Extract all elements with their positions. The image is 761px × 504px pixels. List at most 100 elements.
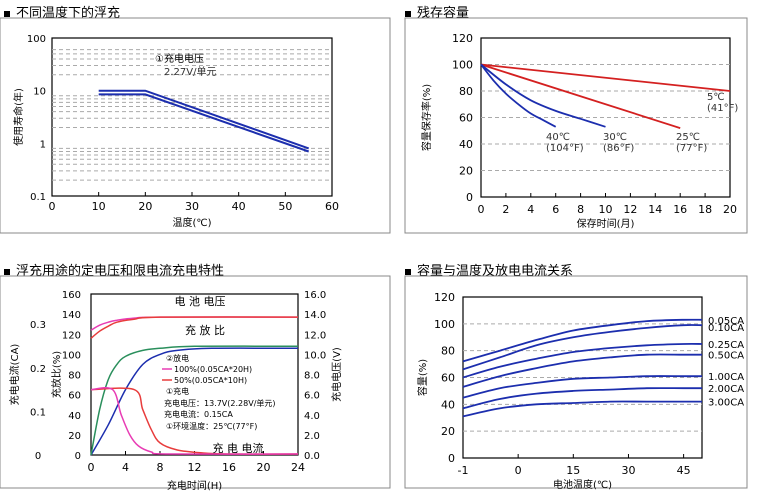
bullet-square-icon bbox=[405, 268, 411, 275]
y-ratio-tick-label: 80 bbox=[68, 371, 81, 382]
series-line bbox=[98, 89, 310, 150]
y-tick-label: 80 bbox=[441, 345, 455, 358]
series-line bbox=[462, 324, 703, 371]
x-tick-label: 16 bbox=[222, 461, 236, 474]
x-tick-label: 16 bbox=[673, 203, 687, 216]
x-tick-label: 2 bbox=[502, 203, 509, 216]
y-ratio-tick-label: 120 bbox=[62, 330, 81, 341]
legend-charge: ①充电 bbox=[166, 386, 189, 396]
y-tick-label: 0 bbox=[448, 452, 455, 465]
y-axis-label-ratio: 充放比(%) bbox=[50, 351, 63, 398]
series-label: (41°F) bbox=[707, 103, 738, 114]
series-label: 0.50CA bbox=[708, 351, 744, 362]
label-ratio: 充 放 比 bbox=[185, 323, 225, 337]
y-axis-label-voltage: 充电电压(V) bbox=[330, 347, 343, 402]
legend-item: 50%(0.05CA*10H) bbox=[174, 376, 247, 385]
y-tick-label: 1 bbox=[40, 139, 46, 150]
x-tick-label: 4 bbox=[122, 461, 129, 474]
x-tick-label: 0 bbox=[88, 461, 95, 474]
series-label: 0.25CA bbox=[708, 340, 744, 351]
legend-discharge: ②放电 bbox=[166, 353, 189, 363]
panel-title-capacity: 容量与温度及放电电流关系 bbox=[405, 260, 573, 279]
x-tick-label: 20 bbox=[723, 203, 737, 216]
series-line bbox=[90, 316, 299, 339]
y-tick-label: 0.1 bbox=[30, 192, 46, 203]
y-voltage-tick-label: 12.0 bbox=[304, 330, 326, 341]
x-axis-label: 电池温度(℃) bbox=[553, 478, 612, 491]
y-voltage-tick-label: 16.0 bbox=[304, 290, 326, 301]
series-label: (77°F) bbox=[676, 143, 707, 154]
x-tick-label: 4 bbox=[527, 203, 534, 216]
series-line bbox=[480, 63, 606, 128]
x-tick-label: -1 bbox=[458, 464, 469, 477]
panel-title-float: 不同温度下的浮充 bbox=[4, 2, 120, 21]
y-tick-label: 120 bbox=[452, 32, 473, 45]
x-tick-label: 40 bbox=[232, 200, 246, 213]
label-voltage: 电 池 电压 bbox=[175, 295, 226, 308]
y-tick-label: 80 bbox=[459, 85, 473, 98]
x-axis-label: 保存时间(月) bbox=[577, 217, 635, 230]
y-tick-label: 40 bbox=[441, 398, 455, 411]
panel-frame-charge bbox=[0, 275, 391, 489]
series-line bbox=[462, 318, 703, 363]
x-tick-label: 10 bbox=[92, 200, 106, 213]
x-tick-label: 45 bbox=[677, 464, 691, 477]
x-tick-label: 0 bbox=[515, 464, 522, 477]
series-line bbox=[480, 63, 681, 129]
label-current: 充 电 电流 bbox=[213, 441, 264, 455]
series-label: 3.00CA bbox=[708, 398, 744, 409]
y-voltage-tick-label: 0.0 bbox=[304, 451, 320, 462]
x-tick-label: 10 bbox=[599, 203, 613, 216]
panel-title-charge: 浮充用途的定电压和限电流充电特性 bbox=[4, 260, 224, 279]
x-axis-label: 温度(℃) bbox=[172, 216, 211, 229]
x-tick-label: 0 bbox=[49, 200, 56, 213]
y-current-tick-label: 0.3 bbox=[30, 320, 46, 331]
y-current-tick-label: 0.1 bbox=[30, 407, 46, 418]
x-tick-label: 60 bbox=[325, 200, 339, 213]
x-tick-label: 50 bbox=[278, 200, 292, 213]
y-ratio-tick-label: 40 bbox=[68, 411, 81, 422]
x-tick-label: 24 bbox=[291, 461, 305, 474]
y-ratio-tick-label: 160 bbox=[62, 290, 81, 301]
series-label: 25℃ bbox=[676, 132, 700, 143]
series-label: 0.10CA bbox=[708, 323, 744, 334]
x-tick-label: 0 bbox=[478, 203, 485, 216]
panel-frame-float bbox=[0, 17, 391, 234]
series-line bbox=[462, 342, 703, 379]
y-tick-label: 60 bbox=[441, 372, 455, 385]
x-tick-label: 15 bbox=[566, 464, 580, 477]
legend-item: 充电电压：13.7V(2.28V/单元) bbox=[164, 398, 276, 408]
bullet-square-icon bbox=[405, 10, 411, 17]
y-ratio-tick-label: 140 bbox=[62, 310, 81, 321]
x-tick-label: 6 bbox=[552, 203, 559, 216]
series-line bbox=[98, 93, 310, 153]
x-tick-label: 30 bbox=[621, 464, 635, 477]
annotation-voltage-value: 2.27V/单元 bbox=[164, 66, 216, 78]
bullet-square-icon bbox=[4, 10, 10, 17]
x-tick-label: 30 bbox=[185, 200, 199, 213]
bullet-square-icon bbox=[4, 268, 10, 275]
x-tick-label: 20 bbox=[257, 461, 271, 474]
annotation-voltage: ①充电电压 bbox=[155, 52, 204, 65]
y-voltage-tick-label: 4.0 bbox=[304, 411, 320, 422]
y-voltage-tick-label: 14.0 bbox=[304, 310, 326, 321]
series-label: 5℃ bbox=[707, 92, 725, 103]
y-ratio-tick-label: 20 bbox=[68, 431, 81, 442]
y-tick-label: 20 bbox=[459, 165, 473, 178]
x-tick-label: 20 bbox=[138, 200, 152, 213]
panel-title-retention: 残存容量 bbox=[405, 2, 469, 21]
y-tick-label: 100 bbox=[434, 318, 455, 331]
y-tick-label: 100 bbox=[27, 34, 46, 45]
y-tick-label: 10 bbox=[33, 87, 46, 98]
y-tick-label: 20 bbox=[441, 425, 455, 438]
series-line bbox=[480, 63, 557, 128]
series-line bbox=[90, 387, 299, 455]
x-tick-label: 8 bbox=[577, 203, 584, 216]
y-axis-label: 容量保存率(%) bbox=[420, 84, 433, 151]
y-tick-label: 60 bbox=[459, 112, 473, 125]
panel-frame-capacity bbox=[404, 275, 748, 489]
y-axis-label: 使用寿命(年) bbox=[12, 88, 25, 146]
x-tick-label: 14 bbox=[648, 203, 662, 216]
series-line bbox=[462, 375, 702, 399]
legend-item: 充电电流：0.15CA bbox=[164, 409, 233, 419]
